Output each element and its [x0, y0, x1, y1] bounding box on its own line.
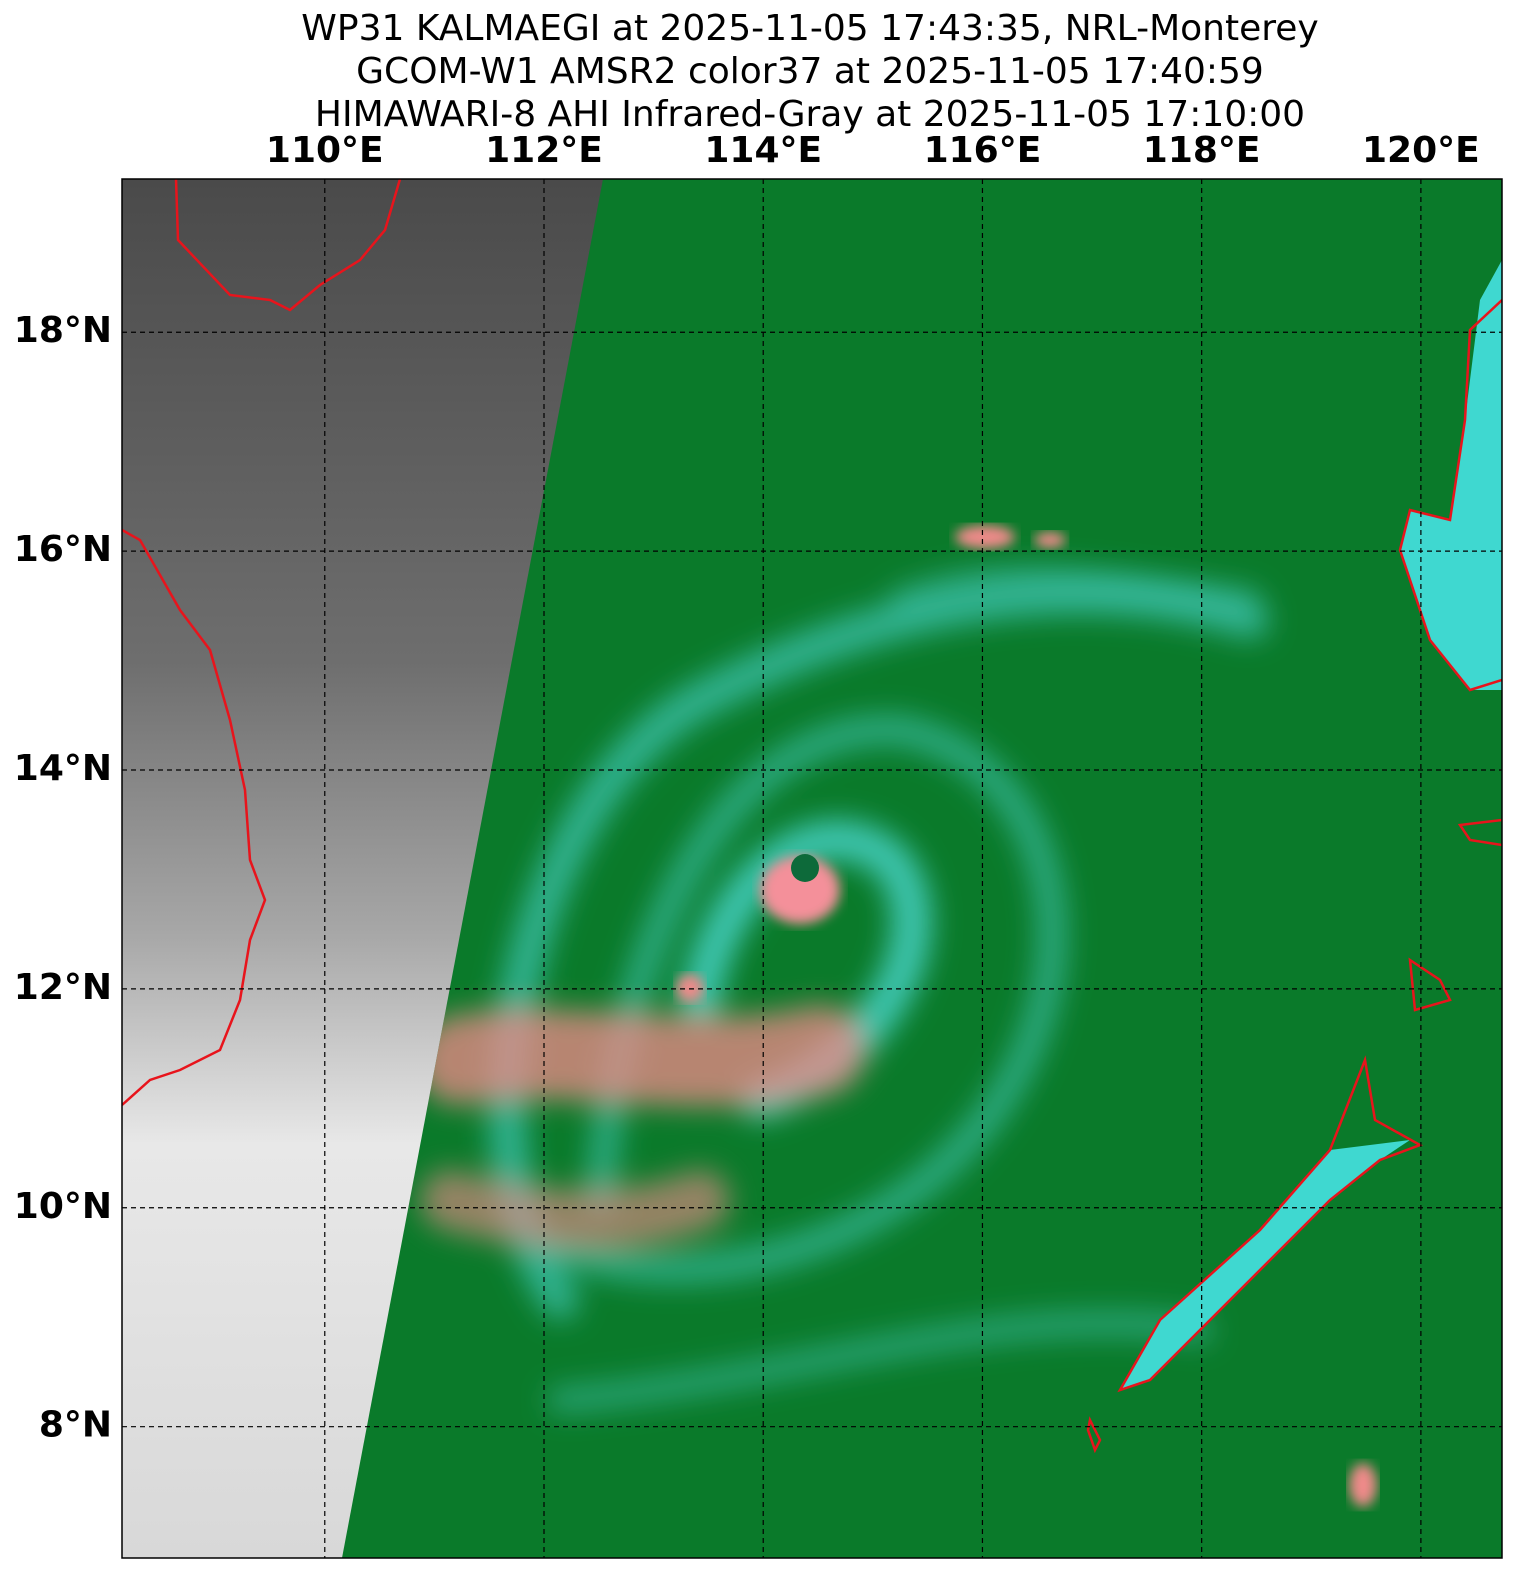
y-tick-label: 12°N — [14, 967, 112, 1008]
y-tick-label: 10°N — [14, 1186, 112, 1227]
x-tick-label: 120°E — [1362, 130, 1480, 171]
x-tick-label: 112°E — [485, 130, 603, 171]
title-line: HIMAWARI-8 AHI Infrared-Gray at 2025-11-… — [315, 94, 1305, 135]
x-tick-label: 118°E — [1143, 130, 1261, 171]
x-tick-label: 110°E — [266, 130, 384, 171]
map-frame — [121, 178, 1503, 1559]
x-tick-label: 114°E — [704, 130, 822, 171]
x-tick-label: 116°E — [924, 130, 1042, 171]
y-tick-label: 18°N — [14, 310, 112, 351]
y-tick-label: 16°N — [14, 529, 112, 570]
y-tick-label: 14°N — [14, 748, 112, 789]
y-tick-label: 8°N — [39, 1405, 112, 1446]
title-line: WP31 KALMAEGI at 2025-11-05 17:43:35, NR… — [301, 8, 1318, 49]
title-block: WP31 KALMAEGI at 2025-11-05 17:43:35, NR… — [301, 8, 1318, 135]
imagery — [122, 179, 1502, 1558]
title-line: GCOM-W1 AMSR2 color37 at 2025-11-05 17:4… — [356, 51, 1264, 92]
